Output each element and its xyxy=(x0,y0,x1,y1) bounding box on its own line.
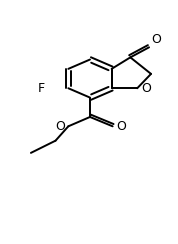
Text: O: O xyxy=(55,120,65,133)
Text: F: F xyxy=(38,82,45,95)
Text: O: O xyxy=(151,33,161,46)
Text: O: O xyxy=(142,82,151,95)
Text: O: O xyxy=(116,120,126,133)
